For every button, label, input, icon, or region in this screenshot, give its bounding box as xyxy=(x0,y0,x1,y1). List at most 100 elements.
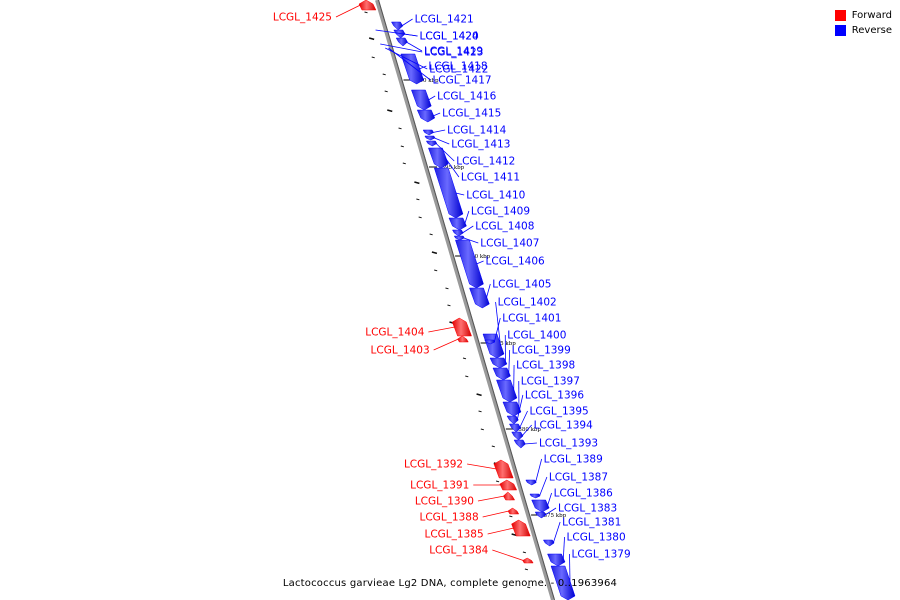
label-leader xyxy=(535,458,543,483)
gene-lcgl-1409[interactable] xyxy=(448,217,467,231)
gene-label[interactable]: LCGL_1414 xyxy=(447,125,506,137)
gene-lcgl-1384[interactable] xyxy=(522,557,534,564)
gene-label[interactable]: LCGL_1384 xyxy=(429,545,488,557)
gene-label[interactable]: LCGL_1418 xyxy=(428,61,487,73)
gene-label[interactable]: LCGL_1381 xyxy=(562,517,621,529)
gene-lcgl-1410[interactable] xyxy=(433,167,464,219)
gene-label[interactable]: LCGL_1404 xyxy=(365,327,424,339)
backbone-line xyxy=(375,0,555,600)
gene-lcgl-1391[interactable] xyxy=(499,479,518,491)
gene-label[interactable]: LCGL_1405 xyxy=(492,279,551,291)
gene-label[interactable]: LCGL_1401 xyxy=(502,313,561,325)
gene-label[interactable]: LCGL_1385 xyxy=(424,529,483,541)
gene-lcgl-1419[interactable] xyxy=(395,37,408,47)
gene-lcgl-1414[interactable] xyxy=(422,129,434,136)
gene-lcgl-1392[interactable] xyxy=(493,459,514,479)
gene-lcgl-1405[interactable] xyxy=(469,287,490,309)
gene-label[interactable]: LCGL_1386 xyxy=(554,488,613,500)
gene-lcgl-1380[interactable] xyxy=(547,553,566,567)
gene-lcgl-1401[interactable] xyxy=(484,339,496,345)
gene-lcgl-1379[interactable] xyxy=(550,565,576,600)
gene-lcgl-1398[interactable] xyxy=(496,379,518,403)
gene-lcgl-1397[interactable] xyxy=(502,401,522,417)
gene-lcgl-1386[interactable] xyxy=(531,499,550,513)
gene-label[interactable]: LCGL_1409 xyxy=(471,206,530,218)
gene-lcgl-1406[interactable] xyxy=(455,239,484,289)
label-leader xyxy=(388,47,431,81)
gene-label[interactable]: LCGL_1379 xyxy=(572,549,631,561)
legend-forward-label: Forward xyxy=(851,10,892,21)
gene-lcgl-1416[interactable] xyxy=(411,89,432,111)
gene-label[interactable]: LCGL_1392 xyxy=(404,459,463,471)
gene-label[interactable]: LCGL_1398 xyxy=(516,360,575,372)
gene-label[interactable]: LCGL_1408 xyxy=(475,221,534,233)
gene-lcgl-1396[interactable] xyxy=(506,415,519,425)
gene-lcgl-1421[interactable] xyxy=(391,21,404,31)
gene-lcgl-1395[interactable] xyxy=(508,423,522,433)
gene-lcgl-1420[interactable] xyxy=(393,29,406,39)
strand-dash xyxy=(400,145,404,148)
tick-label: 1375 kbp xyxy=(540,513,567,519)
gene-label[interactable]: LCGL_1415 xyxy=(442,108,501,120)
gene-label[interactable]: LCGL_1411 xyxy=(461,172,520,184)
gene-label[interactable]: LCGL_1417 xyxy=(432,75,491,87)
gene-label[interactable]: LCGL_1422 xyxy=(429,64,488,76)
gene-label[interactable]: LCGL_1407 xyxy=(480,238,539,250)
gene-label[interactable]: LCGL_1425 xyxy=(273,12,332,24)
gene-label[interactable]: LCGL_1420 xyxy=(420,31,479,43)
gene-label[interactable]: LCGL_1391 xyxy=(410,480,469,492)
gene-label[interactable]: LCGL_1410 xyxy=(466,190,525,202)
gene-lcgl-1404[interactable] xyxy=(451,317,472,337)
legend-reverse: Reverse xyxy=(834,23,892,38)
gene-lcgl-1415[interactable] xyxy=(416,109,436,123)
gene-lcgl-1403[interactable] xyxy=(457,335,469,343)
gene-label[interactable]: LCGL_1397 xyxy=(521,376,580,388)
gene-lcgl-1412[interactable] xyxy=(425,140,438,147)
gene-lcgl-1389[interactable] xyxy=(525,479,537,486)
gene-lcgl-1383[interactable] xyxy=(534,511,547,519)
gene-label[interactable]: LCGL_1388 xyxy=(420,512,479,524)
gene-label[interactable]: LCGL_1393 xyxy=(539,438,598,450)
gene-label[interactable]: LCGL_1400 xyxy=(507,330,566,342)
gene-lcgl-1402[interactable] xyxy=(482,333,505,359)
label-leader xyxy=(432,129,446,133)
gene-label[interactable]: LCGL_1383 xyxy=(558,503,617,515)
gene-label[interactable]: LCGL_1387 xyxy=(549,472,608,484)
label-leader xyxy=(385,47,428,70)
gene-lcgl-1425[interactable] xyxy=(358,0,377,11)
gene-label[interactable]: LCGL_1413 xyxy=(451,139,510,151)
gene-lcgl-1411[interactable] xyxy=(428,147,449,169)
gene-label[interactable]: LCGL_1412 xyxy=(456,156,515,168)
gene-lcgl-1387[interactable] xyxy=(529,493,541,499)
gene-lcgl-1407[interactable] xyxy=(453,235,465,241)
gene-lcgl-1385[interactable] xyxy=(511,519,531,537)
gene-label[interactable]: LCGL_1389 xyxy=(544,454,603,466)
gene-label[interactable]: LCGL_1394 xyxy=(534,420,593,432)
gene-label[interactable]: LCGL_1402 xyxy=(498,297,557,309)
gene-label[interactable]: LCGL_1423 xyxy=(424,47,483,59)
gene-lcgl-1388[interactable] xyxy=(507,507,520,515)
gene-label[interactable]: LCGL_1419 xyxy=(424,46,483,58)
gene-label[interactable]: LCGL_1399 xyxy=(512,345,571,357)
gene-lcgl-1393[interactable] xyxy=(513,439,526,449)
gene-label[interactable]: LCGL_1380 xyxy=(567,532,626,544)
gene-lcgl-1400[interactable] xyxy=(489,357,508,369)
gene-lcgl-1381[interactable] xyxy=(542,539,555,547)
gene-lcgl-1390[interactable] xyxy=(503,491,516,501)
gene-lcgl-1394[interactable] xyxy=(511,431,524,441)
strand-dash xyxy=(384,90,388,93)
gene-label[interactable]: LCGL_1390 xyxy=(415,496,474,508)
label-leader xyxy=(433,338,459,351)
gene-lcgl-1413[interactable] xyxy=(424,135,436,141)
gene-label[interactable]: LCGL_1403 xyxy=(371,345,430,357)
gene-label[interactable]: LCGL_1416 xyxy=(437,91,496,103)
gene-lcgl-1408[interactable] xyxy=(452,229,464,237)
gene-label[interactable]: LCGL_1421 xyxy=(415,14,474,26)
gene-label[interactable]: LCGL_1424 xyxy=(420,31,479,43)
gene-label[interactable]: LCGL_1396 xyxy=(525,390,584,402)
gene-label[interactable]: LCGL_1406 xyxy=(486,256,545,268)
gene-label[interactable]: LCGL_1395 xyxy=(530,406,589,418)
strand-dash xyxy=(382,73,386,76)
gene-lcgl-1399[interactable] xyxy=(492,367,511,381)
